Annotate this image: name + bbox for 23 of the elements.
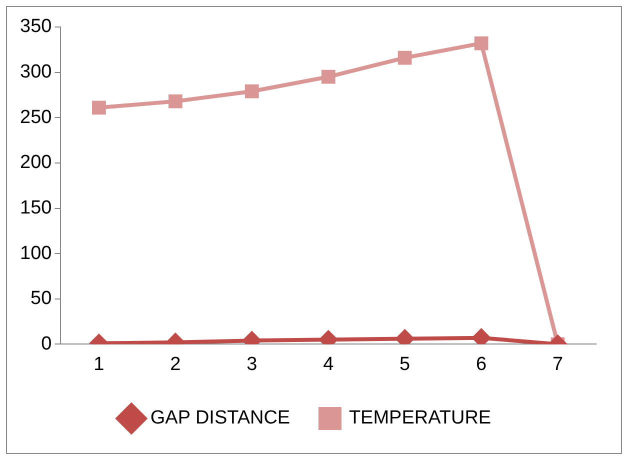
point (244, 84, 259, 98)
x-tick-label: 3 (246, 354, 258, 375)
x-tick-label: 1 (94, 354, 104, 375)
legend-label: GAP DISTANCE (150, 408, 290, 429)
x-tick-label: 2 (170, 354, 181, 375)
x-tick-label: 4 (323, 354, 334, 375)
y-tick-label: 150 (20, 197, 52, 218)
y-tick-label: 100 (20, 242, 52, 264)
point (398, 50, 412, 65)
point (168, 94, 182, 108)
y-tick-label: 350 (20, 16, 52, 38)
y-tick-label: 300 (20, 62, 52, 83)
point (474, 36, 488, 50)
x-tick-label: 6 (476, 354, 487, 375)
y-tick-label: 200 (20, 152, 52, 174)
y-tick-label: 250 (20, 106, 52, 128)
point (92, 100, 106, 115)
y-tick-label: 50 (30, 288, 52, 310)
x-tick-label: 5 (400, 354, 410, 375)
point (321, 70, 336, 84)
legend-label: TEMPERATURE (348, 408, 492, 429)
y-tick-label: 0 (41, 333, 52, 354)
x-tick-label: 7 (552, 354, 564, 375)
